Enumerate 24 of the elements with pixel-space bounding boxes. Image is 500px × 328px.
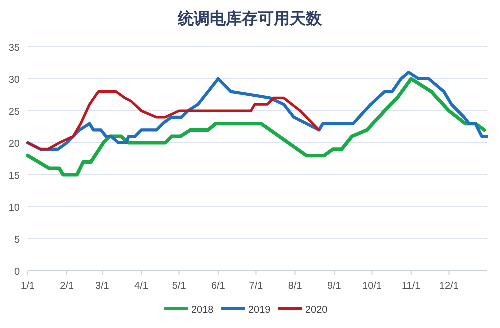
y-tick-label: 10	[8, 203, 20, 214]
x-tick-label: 1/1	[21, 281, 36, 292]
legend-label: 2019	[248, 305, 272, 316]
x-tick-label: 8/1	[288, 281, 303, 292]
y-tick-label: 0	[14, 267, 20, 278]
x-tick-label: 4/1	[134, 281, 149, 292]
y-tick-label: 35	[8, 43, 20, 54]
x-tick-label: 11/1	[402, 281, 422, 292]
x-tick-label: 6/1	[211, 281, 226, 292]
y-tick-label: 20	[8, 139, 20, 150]
y-tick-label: 25	[8, 107, 20, 118]
chart-title: 统调电库存可用天数	[177, 10, 323, 28]
x-tick-label: 10/1	[362, 281, 382, 292]
x-tick-label: 5/1	[172, 281, 187, 292]
x-tick-label: 2/1	[60, 281, 74, 292]
legend-label: 2020	[306, 305, 328, 316]
y-tick-label: 15	[8, 171, 20, 182]
x-tick-label: 9/1	[327, 281, 342, 292]
legend-label: 2018	[192, 305, 214, 316]
y-tick-label: 30	[8, 75, 20, 86]
x-tick-label: 7/1	[249, 281, 264, 292]
y-tick-label: 5	[14, 235, 20, 246]
x-tick-label: 3/1	[95, 281, 110, 292]
x-tick-label: 12/1	[439, 281, 460, 292]
